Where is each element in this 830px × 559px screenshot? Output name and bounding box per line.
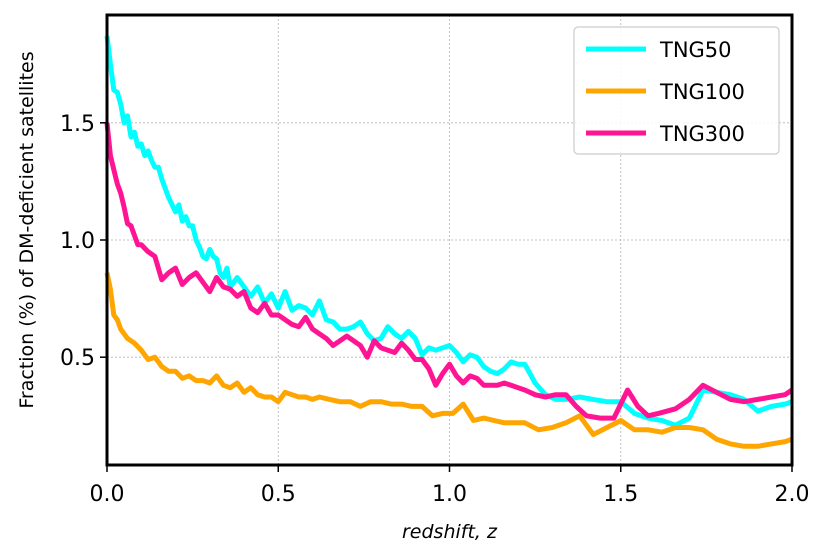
x-tick-label: 1.0 — [432, 482, 467, 507]
y-axis-label: Fraction (%) of DM-deficient satellites — [16, 51, 38, 408]
legend-label: TNG50 — [659, 38, 732, 62]
legend-label: TNG300 — [659, 122, 745, 146]
legend: TNG50 TNG100 TNG300 — [573, 26, 780, 155]
legend-label: TNG100 — [659, 80, 745, 104]
series-line-tng100 — [104, 272, 793, 449]
axis-ticks: 0.0 0.5 1.0 1.5 2.0 0.5 1.0 1.5 — [60, 112, 810, 507]
x-tick-label: 2.0 — [775, 482, 810, 507]
x-axis-label: redshift, z — [402, 521, 498, 543]
y-tick-label: 1.0 — [60, 229, 95, 254]
x-tick-label: 1.5 — [603, 482, 638, 507]
y-tick-label: 0.5 — [60, 346, 95, 371]
x-tick-label: 0.0 — [90, 482, 125, 507]
series-layer — [104, 35, 794, 449]
series-line-tng300 — [104, 122, 794, 421]
y-tick-label: 1.5 — [60, 112, 95, 137]
x-tick-label: 0.5 — [261, 482, 296, 507]
legend-box — [573, 26, 780, 155]
